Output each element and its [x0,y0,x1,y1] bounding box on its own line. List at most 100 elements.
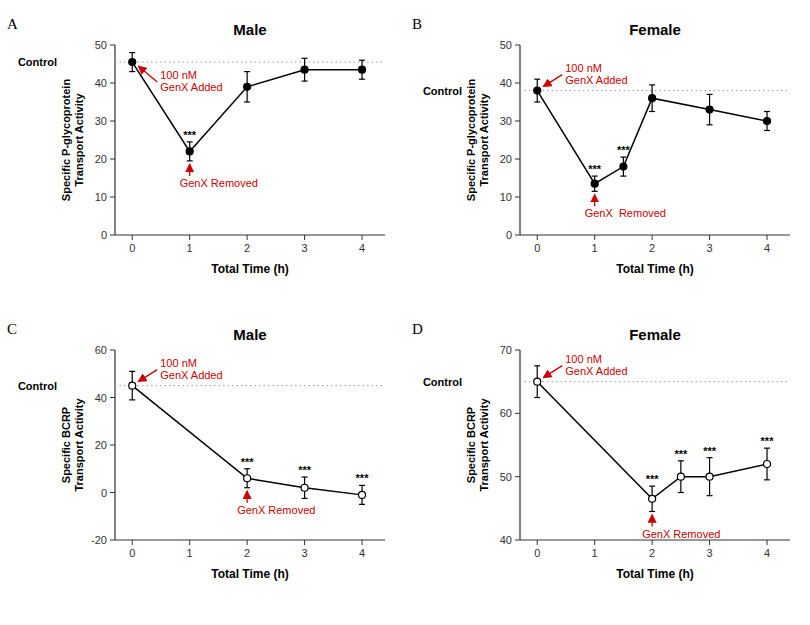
x-axis-label: Total Time (h) [211,262,289,276]
y-tick-label: 40 [95,77,107,89]
point [534,87,541,94]
error-bar-cap [302,476,308,477]
y-tick [110,159,115,160]
x-tick-label: 4 [359,242,365,254]
y-tick-label: 30 [95,115,107,127]
annotation: 100 nMGenX Added [160,69,222,93]
y-tick [110,445,115,446]
y-axis-label-line: Transport Activity [478,398,490,492]
x-tick [652,540,653,545]
point [591,180,598,187]
error-bar [649,486,655,511]
error-bar [592,176,598,191]
error-bar-cap [129,71,135,72]
reference-label: Control [423,376,462,388]
annotation: 100 nMGenX Added [565,353,627,377]
significance-label: *** [703,445,717,457]
point [301,66,308,73]
error-bar-cap [534,365,540,366]
reference-label: Control [18,56,57,68]
y-tick [110,45,115,46]
point [244,475,251,482]
significance-label: *** [646,473,660,485]
error-bar-cap [592,191,598,192]
plot-area [115,53,385,161]
x-tick [189,540,190,545]
y-tick-label: 40 [500,77,512,89]
significance-label: *** [588,163,602,175]
error-bar-cap [359,485,365,486]
x-axis [520,234,790,235]
annotation-arrow [189,164,190,176]
point [359,491,366,498]
error-bar [707,94,713,124]
x-tick [362,540,363,545]
annotation: 100 nMGenX Added [160,357,222,381]
error-bar [534,366,540,398]
y-tick [110,235,115,236]
point [244,83,251,90]
error-bar-cap [359,504,365,505]
y-axis-label: Specific P-glycoproteinTransport Activit… [60,79,85,202]
y-tick-label: 40 [500,534,512,546]
x-axis-label: Total Time (h) [616,567,694,581]
labels: ************100 nMGenX AddedGenX Removed [543,353,774,540]
y-tick [515,476,520,477]
title: Female [629,326,681,343]
y-tick [515,235,520,236]
annotation-line: GenX Added [160,369,222,381]
y-axis-label: Specific BCRPTransport Activity [60,398,85,492]
annotation-line: 100 nM [565,62,602,74]
error-bar-cap [302,58,308,59]
annotation: GenX Removed [642,528,720,540]
error-bar-cap [187,141,193,142]
error-bar-cap [187,160,193,161]
error-bar-cap [707,495,713,496]
y-axis [114,45,115,235]
point [706,106,713,113]
y-axis-label: Specific BCRPTransport Activity [465,398,490,492]
annotation-line: 100 nM [160,357,197,369]
point [129,382,136,389]
y-tick-label: 10 [500,191,512,203]
x-tick [247,235,248,240]
x-tick-label: 1 [187,242,193,254]
y-tick [515,121,520,122]
point [677,473,684,480]
error-bar-cap [592,176,598,177]
error-bar-cap [534,79,540,80]
y-axis-label-line: Transport Activity [478,93,490,187]
error-bar-cap [707,94,713,95]
y-tick [515,540,520,541]
x-tick [767,235,768,240]
point [534,378,541,385]
y-tick-label: 0 [101,229,107,241]
x-tick-label: 2 [244,547,250,559]
annotation-arrow [543,366,562,378]
error-bar [302,58,308,81]
reference-label: Control [423,85,462,97]
y-axis-label-line: Specific P-glycoprotein [465,79,477,202]
error-bar-cap [764,448,770,449]
error-bar-cap [244,468,250,469]
point [129,59,136,66]
x-tick-label: 4 [764,547,770,559]
figure: 0102030405001234MaleATotal Time (h)Speci… [0,0,810,625]
error-bar-cap [302,498,308,499]
significance-label: *** [183,129,197,141]
title: Male [233,21,266,38]
error-bar-cap [359,60,365,61]
error-bar-cap [707,124,713,125]
y-axis-label-line: Transport Activity [73,93,85,187]
error-bar [707,458,713,496]
reference-line [115,62,385,63]
x-tick [304,235,305,240]
y-tick-label: 50 [500,471,512,483]
series-line [537,382,767,499]
error-bar [534,79,540,102]
significance-label: *** [356,472,370,484]
reference-label: Control [18,380,57,392]
error-bar [302,477,308,498]
x-tick [709,540,710,545]
x-tick-label: 3 [302,242,308,254]
